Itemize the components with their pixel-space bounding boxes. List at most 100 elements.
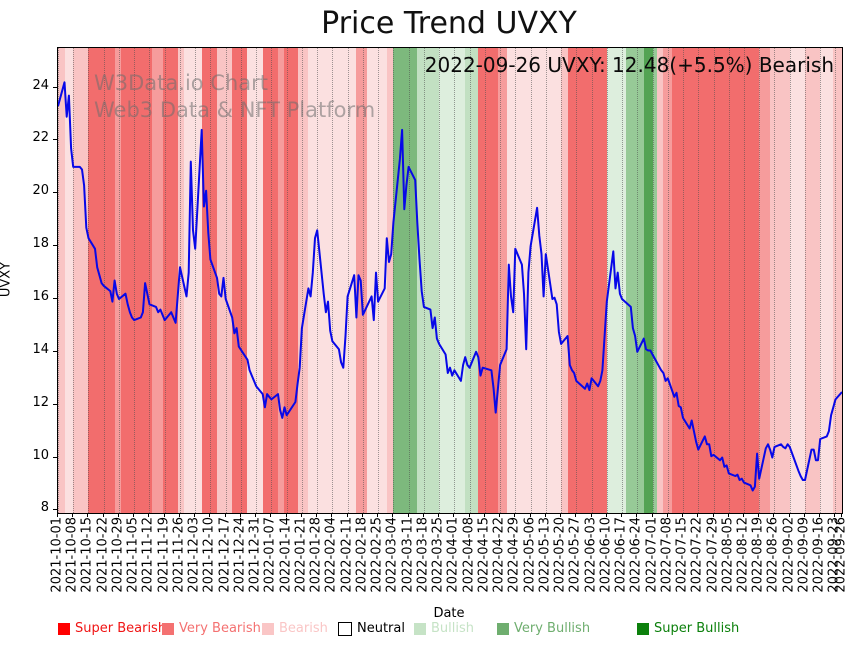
- y-tick-label: 10: [32, 447, 49, 463]
- x-tick-label: 2022-04-15: [476, 517, 492, 593]
- gridline: [759, 48, 761, 513]
- x-tick-label: 2022-02-18: [354, 517, 370, 593]
- x-tick-label: 2022-04-22: [491, 517, 507, 593]
- gridline: [683, 48, 685, 513]
- sentiment-band-mid_pink: [277, 48, 285, 513]
- x-tick-label: 2022-09-02: [781, 517, 797, 593]
- sentiment-band-very_bearish: [162, 48, 178, 513]
- gridline: [591, 48, 593, 513]
- x-tick-label: 2021-10-29: [110, 517, 126, 593]
- legend-label: Super Bullish: [654, 621, 740, 636]
- sentiment-band-mid_pink: [356, 48, 368, 513]
- sentiment-band-bullish_pale: [439, 48, 466, 513]
- x-tick-label: 2022-07-29: [705, 517, 720, 593]
- y-tick: [53, 245, 57, 247]
- x-tick-label: 2022-07-08: [659, 517, 675, 593]
- x-tick: [72, 513, 74, 517]
- x-tick: [499, 513, 501, 517]
- legend-label: Bullish: [431, 621, 475, 636]
- x-tick: [544, 513, 546, 517]
- x-tick-label: 2022-01-07: [262, 517, 278, 593]
- sentiment-band-bearish: [297, 48, 309, 513]
- sentiment-band-pale_pink: [789, 48, 805, 513]
- sentiment-band-bearish: [177, 48, 185, 513]
- x-tick: [712, 513, 714, 517]
- x-tick-label: 2021-10-08: [64, 517, 80, 593]
- x-tick: [194, 513, 196, 517]
- sentiment-band-very_bearish: [232, 48, 248, 513]
- x-tick-label: 2021-12-03: [186, 517, 202, 593]
- sentiment-band-bullish_strong: [643, 48, 653, 513]
- x-tick-label: 2021-10-22: [95, 517, 111, 593]
- gridline: [545, 48, 547, 513]
- annotation-label: 2022-09-26 UVXY: 12.48(+5.5%) Bearish: [424, 53, 834, 77]
- x-tick: [841, 513, 842, 517]
- gridline: [500, 48, 502, 513]
- gridline: [134, 48, 136, 513]
- x-tick-label: 2022-09-16: [811, 517, 827, 593]
- legend-label: Bearish: [279, 621, 328, 636]
- x-tick: [697, 513, 699, 517]
- x-tick: [651, 513, 653, 517]
- gridline: [789, 48, 791, 513]
- x-tick: [224, 513, 226, 517]
- x-tick: [483, 513, 485, 517]
- x-tick: [803, 513, 805, 517]
- x-tick: [117, 513, 119, 517]
- sentiment-band-bearish: [833, 48, 842, 513]
- x-tick: [285, 513, 287, 517]
- gridline: [195, 48, 197, 513]
- legend-label: Very Bullish: [514, 621, 591, 636]
- gridline: [454, 48, 456, 513]
- x-tick: [392, 513, 394, 517]
- gridline: [820, 48, 822, 513]
- gridline: [347, 48, 349, 513]
- y-tick: [53, 139, 57, 141]
- x-tick-label: 2022-03-25: [430, 517, 446, 593]
- x-tick: [133, 513, 135, 517]
- legend-label: Neutral: [357, 621, 405, 636]
- sentiment-band-very_bearish: [284, 48, 298, 513]
- x-tick: [87, 513, 89, 517]
- x-tick: [590, 513, 592, 517]
- sentiment-band-mid_pink: [151, 48, 163, 513]
- sentiment-band-very_bearish: [201, 48, 217, 513]
- legend-swatch: [414, 622, 426, 635]
- gridline: [774, 48, 776, 513]
- x-tick: [453, 513, 455, 517]
- sentiment-band-bearish: [58, 48, 65, 513]
- x-tick: [239, 513, 241, 517]
- gridline: [667, 48, 669, 513]
- gridline: [576, 48, 578, 513]
- legend-swatch: [262, 622, 274, 635]
- x-axis-title: Date: [433, 606, 465, 621]
- gridline: [210, 48, 212, 513]
- sentiment-band-mid_pink: [114, 48, 122, 513]
- x-tick-label: 2022-05-20: [552, 517, 568, 593]
- gridline: [179, 48, 181, 513]
- legend-item-neutral: Neutral: [338, 621, 405, 636]
- legend-swatch: [162, 622, 174, 635]
- gridline: [804, 48, 806, 513]
- legend-item-super-bullish: Super Bullish: [637, 621, 739, 636]
- gridline: [484, 48, 486, 513]
- x-tick: [758, 513, 760, 517]
- gridline: [561, 48, 563, 513]
- sentiment-band-bullish_light: [417, 48, 440, 513]
- x-tick-label: 2022-04-08: [461, 517, 477, 593]
- x-tick-label: 2022-07-15: [674, 517, 690, 593]
- x-tick: [148, 513, 150, 517]
- gridline: [118, 48, 120, 513]
- gridline: [606, 48, 608, 513]
- y-tick-label: 14: [32, 341, 49, 357]
- x-tick-label: 2022-01-21: [293, 517, 309, 593]
- x-tick: [636, 513, 638, 517]
- x-tick: [300, 513, 302, 517]
- legend-swatch: [58, 622, 70, 635]
- sentiment-band-bearish: [804, 48, 821, 513]
- sentiment-band-pale_pink: [184, 48, 202, 513]
- gridline: [744, 48, 745, 513]
- price-line-chart: [58, 81, 842, 492]
- sentiment-band-pale_pink: [820, 48, 834, 513]
- x-tick: [743, 513, 744, 517]
